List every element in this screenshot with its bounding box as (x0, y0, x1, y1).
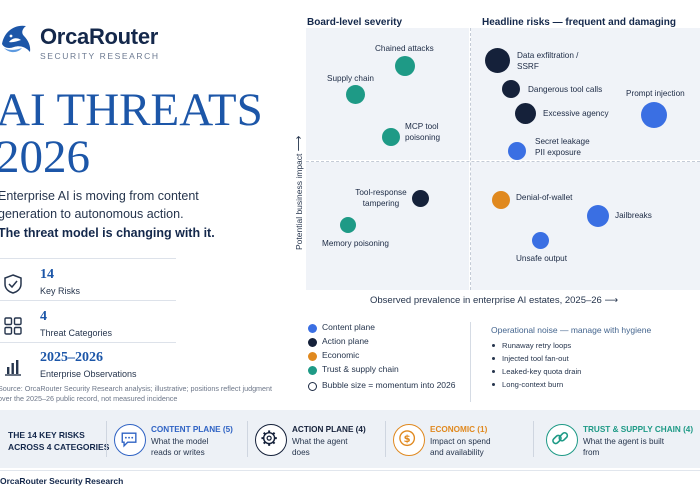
bubble-tool-response-tampering[interactable] (412, 190, 429, 207)
risk-label: Jailbreaks (615, 211, 652, 220)
risk-label: Dangerous tool calls (528, 85, 603, 94)
chain-link-icon (546, 424, 578, 456)
risk-label: Unsafe output (516, 254, 567, 263)
risk-matrix (306, 28, 700, 290)
y-axis-label: Potential business impact ⟶ (293, 135, 305, 250)
legend-swatch (308, 323, 317, 333)
stat-value: 4 (40, 309, 47, 324)
bubble-memory-poisoning[interactable] (340, 217, 356, 233)
noise-item: Long-context burn (492, 380, 563, 389)
orca-logo-icon (2, 25, 31, 53)
source-note: Source: OrcaRouter Security Research ana… (0, 384, 273, 403)
legend-label: Bubble size = momentum into 2026 (322, 380, 456, 390)
x-axis-label: Observed prevalence in enterprise AI est… (370, 295, 619, 306)
legend-ring-icon (308, 381, 317, 391)
legend-swatch (308, 365, 317, 375)
divider (533, 421, 534, 457)
legend-label: Action plane (322, 336, 369, 346)
legend-label: Content plane (322, 322, 375, 332)
intro-text: Enterprise AI is moving from content gen… (0, 189, 199, 221)
grid-icon (4, 317, 22, 335)
divider (0, 342, 176, 343)
quadrant-bottom-right (471, 162, 700, 290)
divider (247, 421, 248, 457)
risk-label: Data exfiltration / SSRF (517, 51, 579, 71)
risk-label: Excessive agency (543, 109, 609, 118)
stat-label: Enterprise Observations (40, 369, 137, 379)
bubble-unsafe-output[interactable] (532, 232, 549, 249)
risk-label: MCP tool poisoning (405, 122, 441, 142)
bubble-prompt-injection[interactable] (641, 102, 667, 128)
stat-label: Threat Categories (40, 328, 113, 338)
bubble-excessive-agency[interactable] (515, 103, 536, 124)
category-title: TRUST & SUPPLY CHAIN (4) (583, 425, 694, 434)
quadrant-divider-horizontal (306, 161, 700, 162)
quadrant-bottom-left (306, 162, 469, 290)
divider (0, 258, 176, 259)
svg-text:$: $ (404, 434, 411, 445)
divider (106, 421, 107, 457)
brand-logo: OrcaRouter SECURITY RESEARCH (0, 18, 200, 62)
stat-label: Key Risks (40, 286, 81, 296)
hero-title-line2: 2026 (0, 131, 90, 183)
band-intro: THE 14 KEY RISKS ACROSS 4 CATEGORIES (8, 430, 110, 452)
bubble-supply-chain[interactable] (346, 85, 365, 104)
quadrant-divider-vertical (470, 28, 471, 290)
bubble-chained-attacks[interactable] (395, 56, 415, 76)
divider (0, 470, 700, 471)
gear-icon (255, 424, 287, 456)
brand-tagline: SECURITY RESEARCH (40, 51, 160, 61)
bubble-mcp-tool-poisoning[interactable] (382, 128, 400, 146)
chat-bubble-icon (114, 424, 146, 456)
legend-swatch (308, 351, 317, 361)
divider (470, 322, 471, 402)
category-title: ACTION PLANE (4) (292, 425, 366, 434)
noise-item: Injected tool fan-out (492, 354, 569, 363)
bubble-dangerous-tool-calls[interactable] (502, 80, 520, 98)
legend-swatch (308, 337, 317, 347)
footer-credit: OrcaRouter Security Research (0, 476, 124, 486)
risk-label: Prompt injection (626, 89, 685, 98)
noise-item: Leaked-key quota drain (492, 367, 581, 376)
intro-emphasis: The threat model is changing with it. (0, 226, 215, 240)
legend-label: Trust & supply chain (322, 364, 399, 374)
quadrant-title-headline: Headline risks — frequent and damaging (482, 17, 676, 28)
noise-item: Runaway retry loops (492, 341, 571, 350)
bar-chart-icon (5, 360, 21, 376)
stat-value: 14 (40, 267, 54, 282)
category-description: Impact on spend and availability (430, 437, 491, 457)
risk-label: Tool-response tampering (355, 188, 407, 208)
shield-check-icon (4, 274, 22, 294)
stat-threat-categories: 4 Threat Categories (0, 309, 185, 349)
category-description: What the agent is built from (583, 437, 665, 457)
stat-key-risks: 14 Key Risks (0, 267, 185, 307)
stat-value: 2025–2026 (40, 350, 103, 365)
noise-title: Operational noise — manage with hygiene (491, 325, 652, 335)
risk-label: Memory poisoning (322, 239, 389, 248)
divider (0, 300, 176, 301)
bubble-jailbreaks[interactable] (587, 205, 609, 227)
bubble-data-exfiltration[interactable] (485, 48, 510, 73)
category-description: What the agent does (292, 437, 348, 457)
risk-label: Denial-of-wallet (516, 193, 573, 202)
category-title: CONTENT PLANE (5) (151, 425, 233, 434)
category-description: What the model reads or writes (151, 437, 209, 457)
bubble-denial-of-wallet[interactable] (492, 191, 510, 209)
risk-label: Supply chain (327, 74, 374, 83)
category-title: ECONOMIC (1) (430, 425, 488, 434)
legend-label: Economic (322, 350, 360, 360)
bubble-secret-leakage[interactable] (508, 142, 526, 160)
brand-name: OrcaRouter (40, 24, 159, 49)
risk-label: Chained attacks (375, 44, 434, 53)
dollar-coin-icon: $ (393, 424, 425, 456)
divider (385, 421, 386, 457)
risk-label: Secret leakage PII exposure (535, 137, 590, 157)
quadrant-title-severity: Board-level severity (307, 17, 403, 28)
hero-title-line1: AI THREATS (0, 84, 263, 136)
stat-observations: 2025–2026 Enterprise Observations (0, 350, 185, 390)
